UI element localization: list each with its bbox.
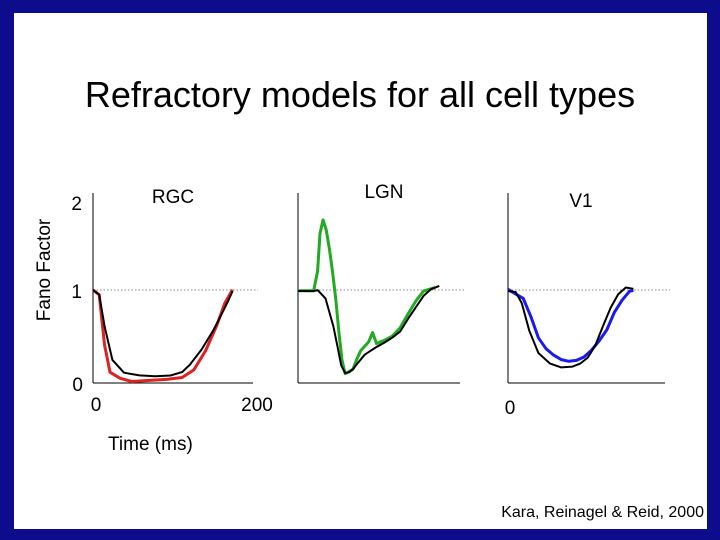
rgc-data-line <box>92 289 234 378</box>
y-tick-label: 1 <box>71 282 82 303</box>
panel-title: V1 <box>569 191 592 212</box>
citation: Kara, Reinagel & Reid, 2000 <box>501 504 704 521</box>
v1-model-line <box>507 288 634 363</box>
lgn-data-line <box>297 284 440 374</box>
x-axis-label: Time (ms) <box>108 434 193 455</box>
slide-background <box>14 13 707 529</box>
slide-title: Refractory models for all cell types <box>84 74 636 115</box>
x-tick-label: 200 <box>241 395 273 416</box>
x-tick-label: 0 <box>505 398 516 419</box>
x-tick-label: 0 <box>91 395 102 416</box>
panel-lgn: LGN <box>297 182 465 384</box>
panel-title: LGN <box>364 182 403 203</box>
y-tick-label: 0 <box>72 375 83 396</box>
lgn-model-line <box>297 218 436 376</box>
y-axis-label: Fano Factor <box>34 218 55 321</box>
panel-v1: V1 0 <box>505 191 670 419</box>
panel-title: RGC <box>152 187 194 208</box>
rgc-model-line <box>92 288 234 383</box>
panel-rgc: RGC 0 200 <box>91 187 273 416</box>
y-tick-label: 2 <box>71 194 82 215</box>
panels-layer: 0 1 2 RGC 0 200 LGN V1 0 <box>71 182 670 419</box>
v1-data-line <box>507 286 634 369</box>
